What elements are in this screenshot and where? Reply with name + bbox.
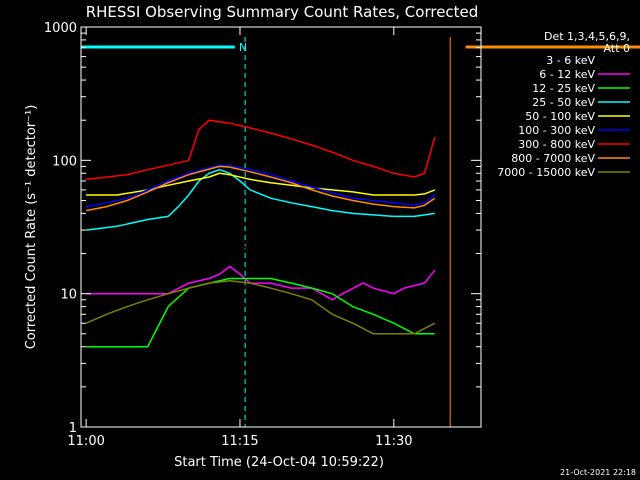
x-tick-label: 11:15 [221, 434, 258, 449]
legend-entry-label: 100 - 300 keV [518, 124, 595, 137]
legend-entry-label: 25 - 50 keV [532, 96, 595, 109]
series-line-4 [86, 172, 436, 196]
legend-entry-label: 7000 - 15000 keV [497, 166, 595, 179]
series-line-0 [86, 239, 436, 335]
footer-timestamp: 21-Oct-2021 22:18 [560, 468, 636, 477]
series-lines [85, 119, 436, 348]
x-axis-title: Start Time (24-Oct-04 10:59:22) [174, 455, 384, 470]
flag-bars: NSF [81, 41, 640, 54]
plot-frame [80, 26, 482, 428]
series-line-7 [85, 165, 436, 212]
y-tick-label: 1000 [44, 21, 77, 36]
series-line-5 [85, 164, 436, 208]
legend-header: Det 1,3,4,5,6,9, [544, 30, 630, 43]
y-axis-ticks: 1 10 100 1000 [44, 21, 481, 436]
series-line-1 [86, 265, 436, 301]
legend-entry-label: 800 - 7000 keV [511, 152, 595, 165]
legend-entry-label: 3 - 6 keV [546, 54, 595, 67]
y-tick-label: 100 [52, 154, 77, 169]
x-tick-label: 11:00 [67, 434, 104, 449]
legend-header: Att 0 [604, 42, 630, 55]
chart-title: RHESSI Observing Summary Count Rates, Co… [86, 3, 479, 21]
vertical-markers [244, 37, 451, 427]
series-line-6 [86, 119, 436, 181]
legend-entry-label: 300 - 800 keV [518, 138, 595, 151]
series-line-2 [86, 277, 435, 348]
flag-label-n: N [239, 41, 247, 54]
legend-entry-label: 6 - 12 keV [539, 68, 595, 81]
y-axis-title: Corrected Count Rate (s⁻¹ detector⁻¹) [24, 105, 39, 350]
y-tick-label: 1 [69, 421, 77, 436]
series-line-3 [86, 168, 435, 231]
series-line-8 [85, 279, 436, 335]
x-tick-label: 11:30 [375, 434, 412, 449]
y-tick-label: 10 [60, 288, 77, 303]
legend-entry-label: 50 - 100 keV [525, 110, 595, 123]
x-axis-ticks: 11:00 11:15 11:30 [67, 27, 413, 449]
legend-entry-label: 12 - 25 keV [532, 82, 595, 95]
